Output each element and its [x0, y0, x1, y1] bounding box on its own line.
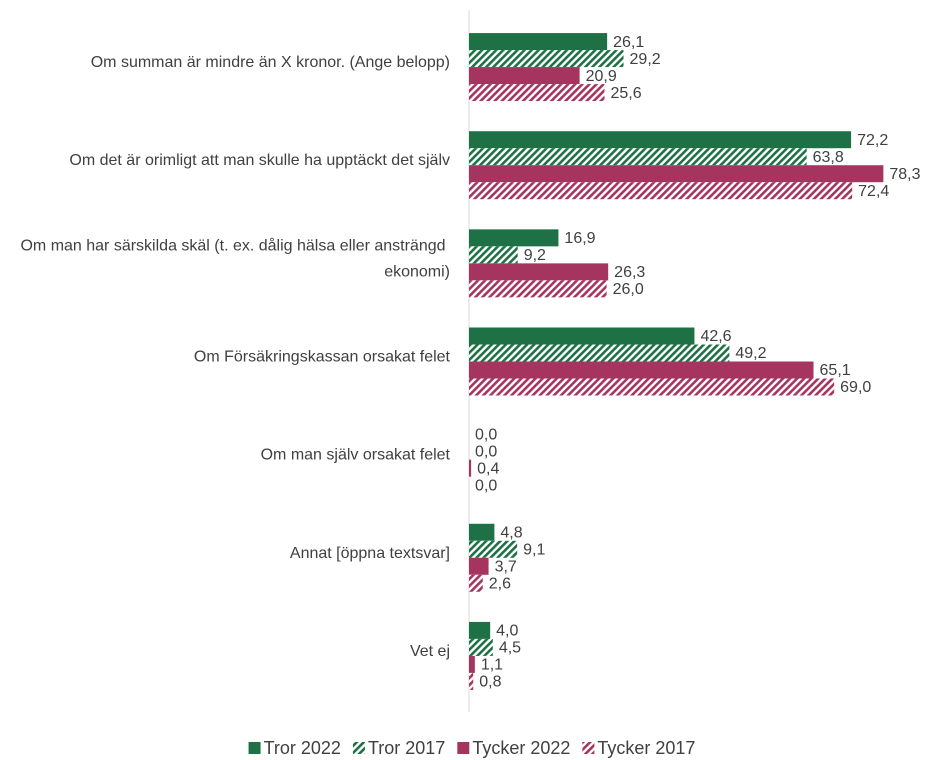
bar [469, 84, 605, 102]
bar [469, 574, 483, 592]
data-label: 72,4 [858, 183, 889, 200]
legend-swatch [457, 742, 470, 754]
data-label: 0,0 [475, 477, 497, 494]
data-label: 4,8 [500, 525, 522, 542]
bar [469, 378, 835, 396]
data-label: 16,9 [564, 230, 595, 247]
legend-swatch [248, 742, 261, 754]
data-label: 9,2 [524, 247, 546, 264]
data-label: 72,2 [857, 132, 888, 149]
category-label: Om det är orimligt att man skulle ha upp… [69, 152, 450, 169]
data-label: 9,1 [523, 542, 545, 559]
data-label: 65,1 [820, 362, 851, 379]
legend-label: Tror 2022 [264, 738, 341, 758]
legend-label: Tror 2017 [368, 738, 445, 758]
legend-label: Tycker 2017 [597, 738, 695, 758]
bar [469, 246, 518, 264]
data-label: 69,0 [840, 379, 871, 396]
data-label: 2,6 [489, 576, 511, 593]
bar [469, 557, 489, 575]
bar [469, 148, 807, 166]
category-label: Vet ej [410, 643, 450, 660]
bar [469, 263, 609, 281]
bar [469, 131, 852, 149]
bar [469, 50, 624, 68]
data-label: 3,7 [495, 559, 517, 576]
data-label: 26,1 [613, 34, 644, 51]
bar [469, 621, 491, 639]
bar [469, 67, 580, 85]
bar [469, 540, 518, 558]
bar [469, 459, 472, 477]
category-label: Om summan är mindre än X kronor. (Ange b… [91, 54, 450, 71]
bar [469, 33, 608, 51]
data-label: 0,0 [475, 426, 497, 443]
data-label: 0,4 [477, 460, 499, 477]
data-label: 4,0 [496, 623, 518, 640]
category-label: Om man har särskilda skäl (t. ex. dålig … [20, 237, 450, 281]
data-label: 49,2 [735, 345, 766, 362]
bar [469, 523, 495, 541]
data-label: 78,3 [889, 166, 920, 183]
category-label: Om Försäkringskassan orsakat felet [194, 349, 451, 366]
bar [469, 344, 730, 362]
data-label: 26,0 [613, 281, 644, 298]
bar [469, 165, 884, 183]
data-label: 42,6 [700, 328, 731, 345]
data-label: 1,1 [481, 657, 503, 674]
bar [469, 361, 814, 379]
legend-swatch [352, 742, 365, 754]
data-label: 29,2 [630, 51, 661, 68]
bar [469, 638, 493, 656]
category-label: Annat [öppna textsvar] [290, 545, 450, 562]
bar [469, 182, 853, 200]
category-label: Om man själv orsakat felet [261, 447, 451, 464]
data-label: 20,9 [586, 68, 617, 85]
data-label: 26,3 [614, 264, 645, 281]
data-label: 25,6 [610, 85, 641, 102]
bar [469, 655, 475, 673]
bar [469, 327, 695, 345]
data-label: 63,8 [813, 149, 844, 166]
legend-swatch [582, 742, 595, 754]
bar [469, 672, 474, 690]
data-label: 4,5 [499, 640, 521, 657]
data-label: 0,0 [475, 443, 497, 460]
bar [469, 280, 607, 298]
legend: Tror 2022 Tror 2017 Tycker 2022 Tycker 2017 [248, 738, 695, 758]
data-label: 0,8 [479, 674, 501, 691]
bar [469, 229, 559, 247]
legend-label: Tycker 2022 [472, 738, 570, 758]
